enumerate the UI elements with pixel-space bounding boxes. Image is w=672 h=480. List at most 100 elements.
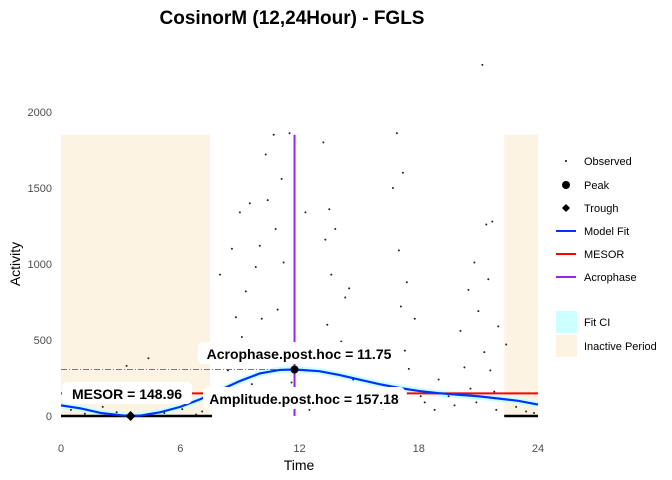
legend: Observed Peak Trough Model Fit MESOR Acrophas…	[556, 156, 657, 357]
observed-point	[413, 317, 416, 320]
fill-key-icon	[556, 335, 577, 357]
observed-point	[399, 305, 402, 308]
observed-point	[238, 211, 241, 214]
observed-point	[477, 310, 480, 313]
observed-point	[473, 261, 476, 264]
observed-point	[497, 325, 500, 328]
observed-point	[219, 273, 221, 276]
inactive-period-band	[504, 134, 538, 417]
observed-point	[248, 202, 251, 205]
legend-label: Model Fit	[584, 226, 629, 238]
y-tick-label: 2000	[28, 107, 52, 119]
observed-point	[125, 364, 128, 367]
observed-point	[533, 411, 536, 414]
legend-label: MESOR	[584, 249, 624, 261]
x-axis-label: Time	[284, 457, 315, 473]
observed-point	[304, 211, 307, 214]
peak-marker	[290, 365, 299, 374]
observed-point	[115, 411, 118, 414]
observed-point	[487, 278, 490, 281]
observed-point	[258, 244, 261, 247]
observed-point	[274, 228, 277, 231]
observed-point	[195, 413, 198, 416]
legend-label: Trough	[584, 203, 618, 215]
observed-point	[290, 381, 293, 384]
y-tick-label: 0	[46, 411, 52, 423]
observed-point	[493, 390, 496, 393]
mesor-annotation: MESOR = 148.96	[62, 382, 192, 404]
observed-point	[419, 395, 422, 398]
observed-point	[83, 412, 86, 415]
x-tick-label: 24	[532, 443, 544, 455]
legend-item-observed: Observed	[565, 156, 632, 168]
trough-marker	[125, 411, 136, 421]
observed-point	[308, 408, 311, 411]
observed-point	[264, 153, 267, 156]
observed-point	[467, 288, 470, 291]
y-tick-label: 1000	[28, 259, 52, 271]
observed-point	[282, 261, 285, 264]
observed-point	[276, 308, 279, 311]
observed-point	[272, 133, 275, 136]
observed-point	[437, 378, 440, 381]
observed-point	[254, 266, 257, 269]
observed-point	[344, 296, 347, 299]
legend-item-peak: Peak	[562, 180, 610, 192]
observed-key-icon	[565, 160, 567, 162]
observed-point	[525, 410, 528, 413]
y-axis-label: Activity	[7, 242, 23, 286]
inactive-period-band	[61, 134, 211, 417]
observed-point	[101, 405, 104, 408]
amplitude-annotation: Amplitude.post.hoc = 157.18	[203, 387, 405, 409]
observed-point	[485, 223, 488, 226]
legend-item-inactive-period: Inactive Period	[556, 335, 657, 357]
legend-label: Acrophase	[584, 272, 637, 284]
observed-point	[395, 132, 398, 135]
observed-point	[459, 329, 462, 332]
legend-item-acrophase: Acrophase	[556, 272, 637, 284]
observed-point	[489, 369, 492, 372]
observed-point	[260, 317, 263, 320]
observed-point	[324, 238, 327, 241]
observed-point	[475, 401, 478, 404]
observed-point	[515, 405, 518, 408]
observed-point	[423, 401, 426, 404]
observed-point	[433, 408, 436, 411]
observed-point	[280, 177, 283, 180]
observed-point	[266, 199, 269, 202]
fill-key-icon	[556, 311, 577, 333]
trough-key-icon	[562, 204, 570, 212]
observed-point	[226, 369, 229, 372]
observed-point	[240, 335, 243, 338]
observed-point	[403, 349, 406, 352]
observed-point	[397, 249, 400, 252]
legend-label: Peak	[584, 180, 610, 192]
observed-point	[334, 228, 337, 231]
observed-point	[234, 316, 237, 319]
observed-point	[505, 343, 508, 346]
observed-point	[401, 171, 404, 174]
observed-point	[469, 387, 472, 390]
acrophase-annotation: Acrophase.post.hoc = 11.75	[198, 342, 400, 364]
observed-point	[69, 408, 72, 411]
x-tick-label: 6	[177, 443, 183, 455]
observed-point	[463, 366, 466, 369]
observed-point	[230, 247, 233, 250]
observed-point	[405, 281, 408, 284]
y-tick-label: 1500	[28, 183, 52, 195]
y-tick-label: 500	[34, 335, 52, 347]
legend-item-model-fit: Model Fit	[556, 226, 629, 238]
legend-item-trough: Trough	[562, 203, 618, 215]
mesor-label: MESOR = 148.96	[72, 386, 182, 402]
legend-label: Observed	[584, 156, 632, 168]
observed-point	[250, 383, 253, 386]
amplitude-label: Amplitude.post.hoc = 157.18	[209, 391, 399, 407]
observed-point	[391, 187, 394, 189]
acrophase-label: Acrophase.post.hoc = 11.75	[207, 346, 392, 362]
observed-point	[348, 287, 351, 290]
observed-point	[481, 63, 484, 66]
observed-point	[328, 208, 331, 211]
observed-point	[491, 220, 494, 223]
